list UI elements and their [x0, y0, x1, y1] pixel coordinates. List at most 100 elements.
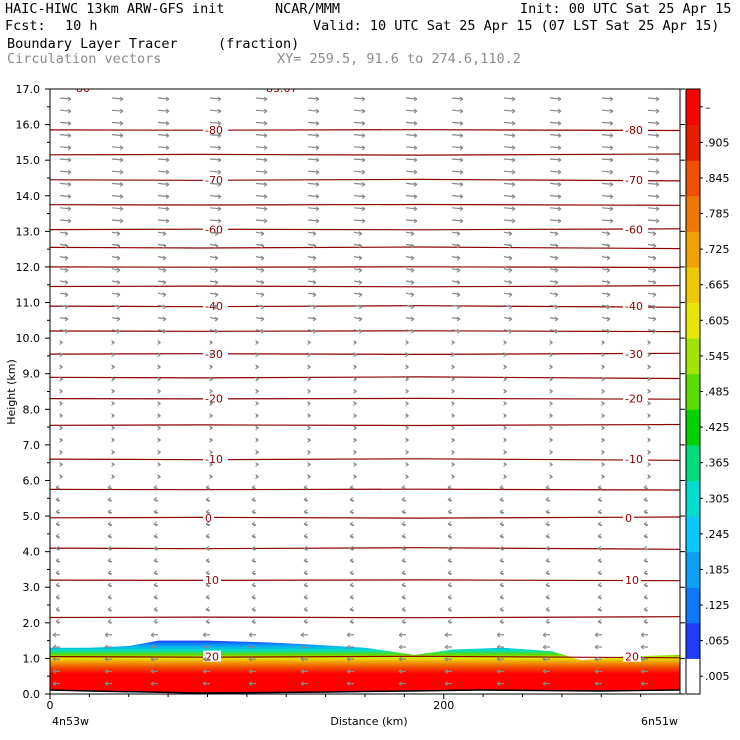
- wind-vector-head: [606, 280, 611, 285]
- wind-vector: [549, 195, 562, 198]
- wind-vector-head: [647, 401, 651, 406]
- wind-vector: [647, 146, 660, 149]
- wind-vector: [405, 109, 418, 112]
- wind-vector-head: [451, 340, 455, 345]
- wind-vector: [405, 207, 418, 210]
- contour-label: 0: [625, 512, 632, 525]
- wind-vector-head: [456, 280, 461, 285]
- wind-vector-head: [601, 425, 605, 431]
- wind-vector-head: [444, 668, 449, 674]
- wind-vector: [503, 109, 516, 112]
- colorbar-label: .545: [705, 350, 730, 363]
- wind-vector-head: [209, 449, 213, 455]
- wind-vector: [157, 97, 170, 100]
- wind-vector-head: [405, 449, 409, 455]
- wind-vector-head: [413, 157, 418, 163]
- wind-vector: [255, 134, 268, 137]
- contour-label-bg: [203, 453, 228, 465]
- wind-vector: [405, 292, 415, 296]
- wind-vector-head: [398, 681, 403, 687]
- colorbar-swatch: [686, 302, 700, 339]
- wind-vector-head: [111, 364, 115, 370]
- wind-vector-head: [549, 462, 553, 467]
- wind-vector: [451, 195, 464, 198]
- wind-vector: [157, 146, 170, 149]
- colorbar-label: .485: [705, 386, 730, 399]
- wind-vector-head: [508, 316, 513, 322]
- contour-line: [50, 352, 680, 356]
- y-tick-label: 2.0: [23, 617, 41, 630]
- wind-vector-head: [444, 644, 449, 650]
- wind-vector-head: [601, 352, 605, 358]
- wind-vector: [59, 158, 72, 161]
- contour-label: -30: [625, 348, 643, 361]
- wind-vector-head: [107, 594, 112, 600]
- wind-vector-head: [643, 619, 648, 625]
- wind-vector-head: [549, 376, 553, 382]
- x-tick-label: 0: [47, 699, 54, 712]
- wind-vector: [255, 256, 265, 259]
- wind-vector-head: [209, 474, 213, 480]
- wind-vector-head: [202, 681, 207, 687]
- wind-vector-head: [307, 425, 311, 431]
- wind-vector-head: [413, 169, 418, 175]
- wind-vector-head: [647, 462, 651, 467]
- wind-vector: [601, 304, 611, 308]
- contour-label-bg: [623, 574, 641, 586]
- wind-vector-head: [55, 545, 60, 551]
- wind-vector: [451, 292, 461, 296]
- wind-vector-head: [361, 96, 366, 102]
- wind-vector-head: [217, 169, 222, 175]
- wind-vector: [503, 280, 513, 284]
- init-time: Init: 00 UTC Sat 25 Apr 15: [520, 1, 732, 17]
- wind-vector-head: [503, 474, 507, 480]
- colorbar-swatch: [686, 89, 700, 126]
- wind-vector: [405, 182, 418, 185]
- wind-vector-head: [647, 340, 651, 345]
- wind-vector-head: [499, 594, 504, 600]
- wind-vector-head: [499, 533, 504, 539]
- wind-vector: [157, 121, 170, 124]
- wind-vector-head: [640, 668, 645, 674]
- wind-vector-head: [303, 606, 308, 612]
- wind-vector-head: [499, 582, 504, 588]
- wind-vector-head: [107, 558, 112, 564]
- contour-label-bg: [203, 574, 221, 586]
- wind-vector-head: [153, 558, 158, 564]
- y-axis-label: Height (km): [5, 359, 18, 425]
- wind-vector-head: [413, 108, 418, 114]
- colorbar-label: .785: [705, 208, 730, 221]
- wind-vector: [255, 243, 265, 247]
- contour-label-bg: [623, 173, 648, 185]
- wind-vector-head: [557, 169, 562, 175]
- wind-vector-head: [111, 340, 115, 345]
- wind-vector-head: [205, 484, 210, 490]
- wind-vector: [451, 109, 464, 112]
- colorbar-swatch: [686, 658, 700, 695]
- wind-vector: [157, 219, 170, 222]
- wind-vector-head: [111, 437, 115, 443]
- wind-vector-head: [205, 558, 210, 564]
- wind-vector-head: [451, 401, 455, 406]
- wind-vector-head: [315, 145, 320, 151]
- wind-vector-head: [511, 194, 516, 200]
- contour-label: -10: [205, 453, 223, 466]
- wind-vector-head: [67, 108, 72, 114]
- wind-vector: [647, 243, 657, 247]
- wind-vector-head: [209, 437, 213, 443]
- wind-vector-head: [511, 108, 516, 114]
- wind-vector-head: [557, 157, 562, 163]
- y-tick-label: 14.0: [16, 190, 41, 203]
- wind-vector: [451, 134, 464, 137]
- wind-vector: [157, 158, 170, 161]
- wind-vector-head: [217, 157, 222, 163]
- wind-vector-head: [398, 632, 403, 638]
- wind-vector-head: [609, 96, 614, 102]
- wind-vector-head: [312, 243, 317, 249]
- wind-vector: [549, 170, 562, 173]
- wind-vector: [111, 134, 124, 137]
- y-tick-label: 16.0: [16, 119, 41, 132]
- wind-vector-head: [260, 267, 265, 273]
- wind-vector-head: [447, 606, 452, 612]
- wind-vector: [111, 158, 124, 161]
